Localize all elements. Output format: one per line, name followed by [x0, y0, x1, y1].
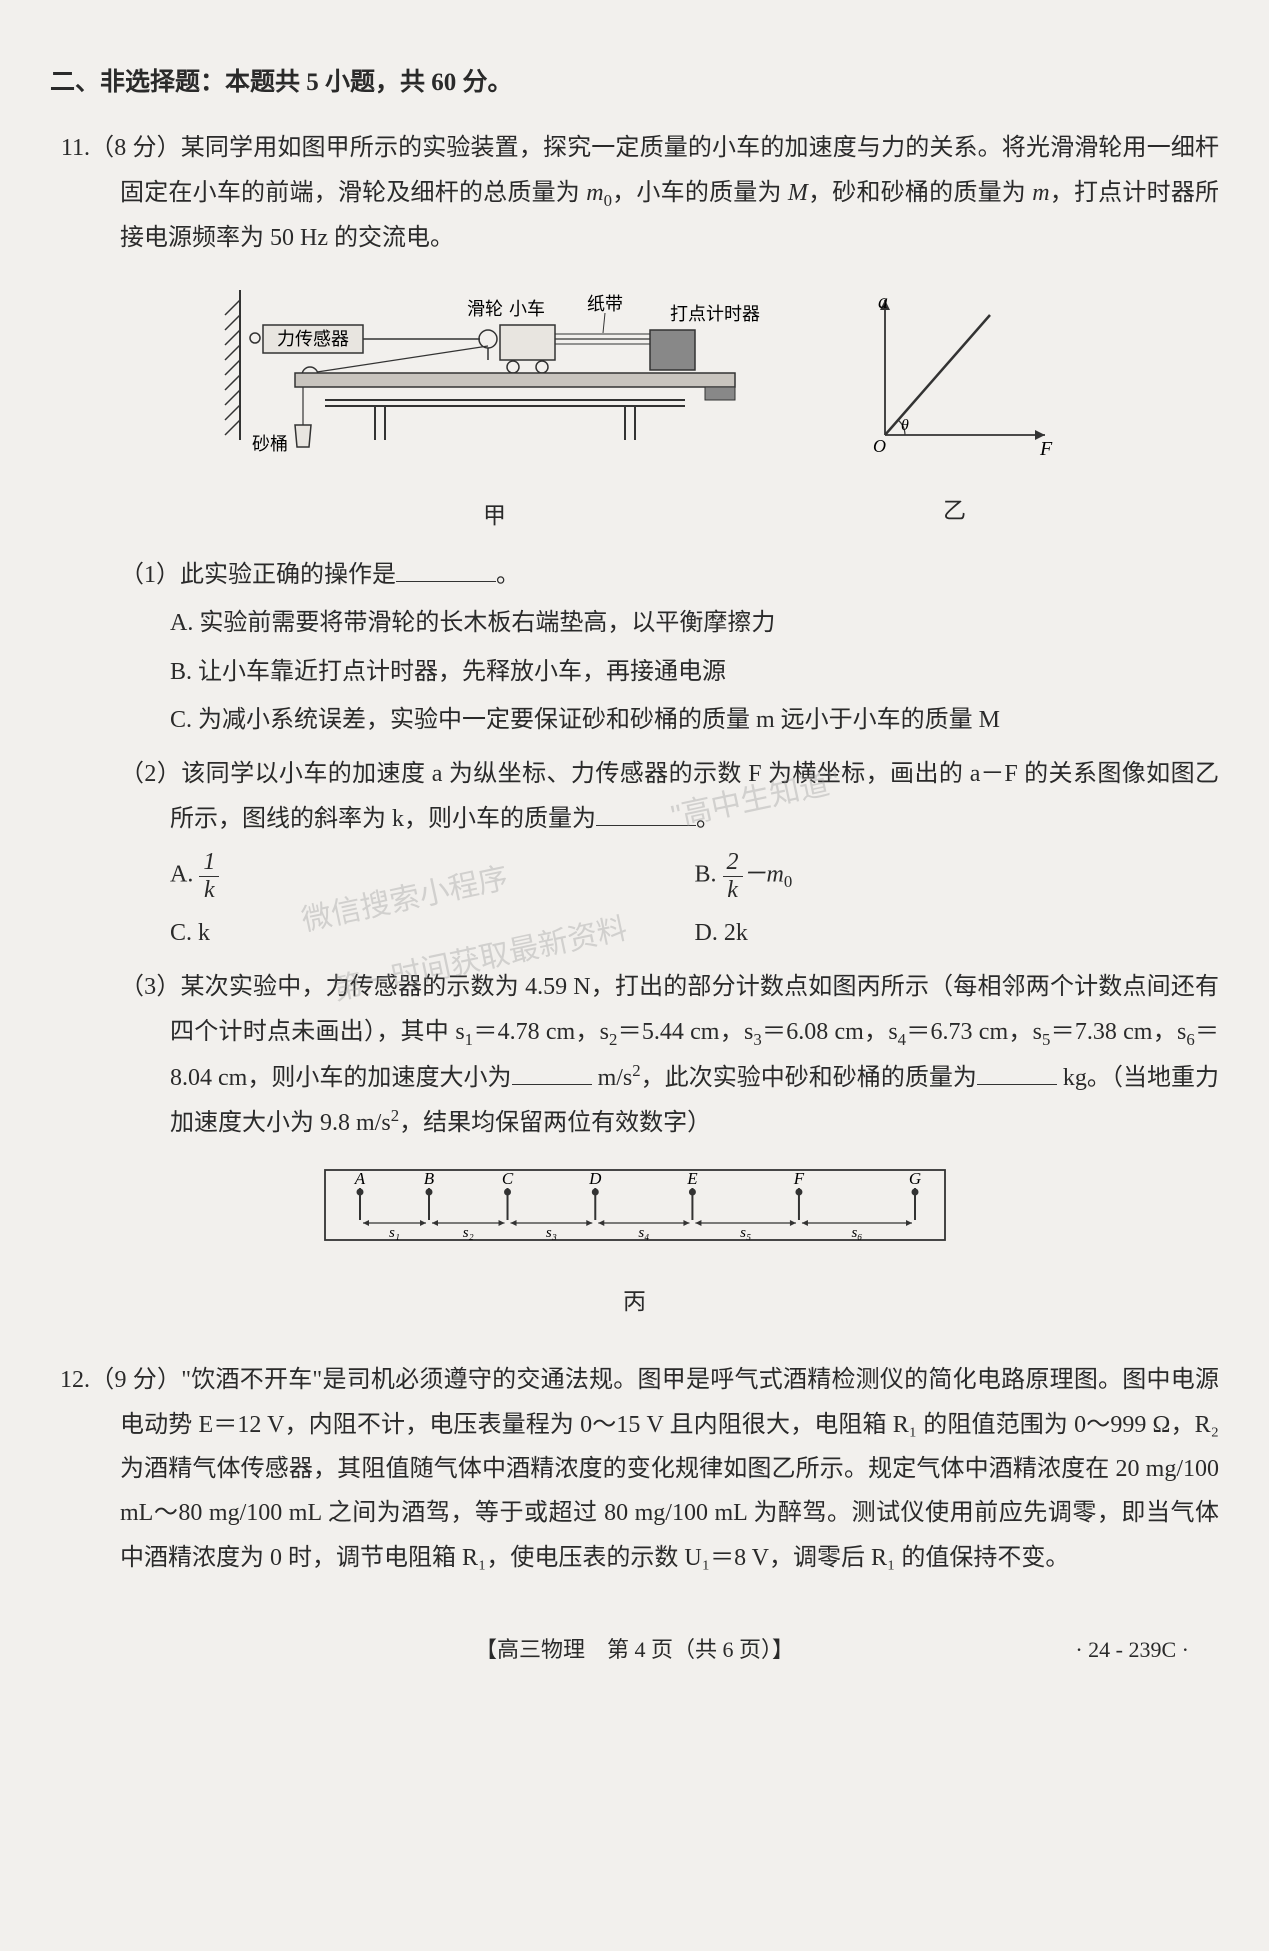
B-num: 2	[723, 849, 743, 876]
q11-text: 11.（8 分）某同学用如图甲所示的实验装置，探究一定质量的小车的加速度与力的关…	[50, 126, 1219, 260]
label-cart: 小车	[509, 299, 545, 319]
svg-text:s₆: s₆	[851, 1225, 862, 1241]
label-force-sensor: 力传感器	[277, 329, 349, 349]
page-footer: 【高三物理 第 4 页（共 6 页）】 · 24 - 239C ·	[50, 1630, 1219, 1671]
question-12: 12.（9 分）"饮酒不开车"是司机必须遵守的交通法规。图甲是呼气式酒精检测仪的…	[50, 1358, 1219, 1580]
A-label: A.	[170, 862, 193, 888]
svg-text:C: C	[501, 1169, 513, 1188]
sub3-t1: ＝4.78 cm，s	[473, 1019, 609, 1045]
caption-bing: 丙	[50, 1281, 1219, 1324]
sub3-t3: ＝6.08 cm，s	[762, 1019, 898, 1045]
label-tape: 纸带	[587, 294, 623, 314]
s3: 3	[753, 1030, 761, 1049]
q11-t1: ，小车的质量为	[612, 180, 788, 206]
label-pulley: 滑轮	[467, 299, 503, 319]
choice-2D: D. 2k	[695, 911, 1220, 955]
q12-text: 12.（9 分）"饮酒不开车"是司机必须遵守的交通法规。图甲是呼气式酒精检测仪的…	[50, 1358, 1219, 1580]
figure-yi: a F O θ 乙	[845, 280, 1065, 533]
q11-t2: ，砂和砂桶的质量为	[808, 180, 1032, 206]
label-timer: 打点计时器	[670, 304, 760, 324]
q12-points: （9 分）	[90, 1367, 181, 1393]
choice-2C: C. k	[170, 911, 695, 955]
sub2-period: 。	[696, 806, 720, 832]
choice-row-1: A. 1k B. 2k－m0	[50, 849, 1219, 903]
sub1-text: 此实验正确的操作是	[180, 562, 396, 588]
svg-text:A: A	[353, 1169, 365, 1188]
A-num: 1	[199, 849, 219, 876]
choice-2B: B. 2k－m0	[695, 849, 1220, 903]
tape-diagram: A B C D E F Gs₁ s₂ s₃ s₄ s₅ s₆	[315, 1160, 955, 1260]
graph-a-F: a F O θ	[845, 280, 1065, 470]
svg-text:s₂: s₂	[462, 1225, 473, 1241]
section-header: 二、非选择题：本题共 5 小题，共 60 分。	[50, 60, 1219, 106]
A-den: k	[199, 877, 219, 903]
caption-yi: 乙	[845, 490, 1065, 533]
question-11: 11.（8 分）某同学用如图甲所示的实验装置，探究一定质量的小车的加速度与力的关…	[50, 126, 1219, 1323]
s6: 6	[1186, 1030, 1194, 1049]
B-den: k	[723, 877, 743, 903]
var-m0-sub: 0	[604, 190, 612, 209]
footer-center: 【高三物理 第 4 页（共 6 页）】	[475, 1630, 794, 1671]
y-axis-label: a	[878, 291, 888, 313]
sub2-label: （2）	[120, 761, 181, 787]
q11-sub2: （2）该同学以小车的加速度 a 为纵坐标、力传感器的示数 F 为横坐标，画出的 …	[50, 752, 1219, 841]
B-sub: 0	[784, 872, 792, 891]
choice-C: C. 为减小系统误差，实验中一定要保证砂和砂桶的质量 m 远小于小车的质量 M	[50, 698, 1219, 742]
caption-jia: 甲	[205, 495, 785, 538]
blank-1	[396, 555, 496, 581]
blank-3	[512, 1058, 592, 1084]
svg-text:s₄: s₄	[638, 1225, 649, 1241]
q11-number: 11.	[50, 126, 90, 170]
svg-text:F: F	[792, 1169, 804, 1188]
sub3-t2: ＝5.44 cm，s	[617, 1019, 753, 1045]
theta-label: θ	[901, 417, 909, 434]
figure-row-1: 力传感器 滑轮 小车 砂桶	[50, 275, 1219, 538]
q11-sub1: （1）此实验正确的操作是 。	[50, 553, 1219, 597]
svg-text:D: D	[588, 1169, 602, 1188]
sub3-t5: ＝7.38 cm，s	[1050, 1019, 1186, 1045]
var-m: m	[1032, 180, 1049, 206]
B-label: B.	[695, 862, 717, 888]
footer-right: · 24 - 239C ·	[1075, 1630, 1189, 1671]
sub3-t10: ，结果均保留两位有效数字）	[399, 1110, 711, 1136]
svg-text:G: G	[908, 1169, 920, 1188]
sub3-t7: m/s	[592, 1065, 633, 1091]
sub1-label: （1）	[120, 562, 180, 588]
figure-jia: 力传感器 滑轮 小车 砂桶	[205, 275, 785, 538]
q11-points: （8 分）	[90, 135, 181, 161]
svg-text:B: B	[423, 1169, 434, 1188]
blank-4	[977, 1058, 1057, 1084]
sub1-period: 。	[496, 562, 520, 588]
svg-text:s₁: s₁	[388, 1225, 399, 1241]
q11-sub3: （3）某次实验中，力传感器的示数为 4.59 N，打出的部分计数点如图丙所示（每…	[50, 965, 1219, 1145]
s1: 1	[465, 1030, 473, 1049]
sup2: 2	[391, 1106, 399, 1125]
svg-text:s₅: s₅	[740, 1225, 751, 1241]
q12-number: 12.	[50, 1358, 90, 1402]
choice-2A: A. 1k	[170, 849, 695, 903]
sub3-label: （3）	[120, 974, 181, 1000]
origin-label: O	[873, 436, 886, 456]
choice-row-2: C. k D. 2k	[50, 911, 1219, 955]
svg-text:E: E	[686, 1169, 698, 1188]
blank-2	[596, 799, 696, 825]
choice-B: B. 让小车靠近打点计时器，先释放小车，再接通电源	[50, 650, 1219, 694]
x-axis-label: F	[1039, 438, 1053, 460]
B-suffix: －m	[743, 862, 784, 888]
label-bucket: 砂桶	[252, 434, 288, 454]
var-m0: m	[586, 180, 603, 206]
sub3-t8: ，此次实验中砂和砂桶的质量为	[641, 1065, 977, 1091]
s4: 4	[898, 1030, 906, 1049]
sup1: 2	[632, 1061, 640, 1080]
sub3-t4: ＝6.73 cm，s	[906, 1019, 1042, 1045]
choice-A: A. 实验前需要将带滑轮的长木板右端垫高，以平衡摩擦力	[50, 601, 1219, 645]
apparatus-diagram: 力传感器 滑轮 小车 砂桶	[205, 275, 785, 475]
svg-text:s₃: s₃	[545, 1225, 556, 1241]
q12-body: "饮酒不开车"是司机必须遵守的交通法规。图甲是呼气式酒精检测仪的简化电路原理图。…	[120, 1367, 1219, 1571]
figure-bing: A B C D E F Gs₁ s₂ s₃ s₄ s₅ s₆ 丙	[50, 1160, 1219, 1323]
var-M: M	[788, 180, 808, 206]
